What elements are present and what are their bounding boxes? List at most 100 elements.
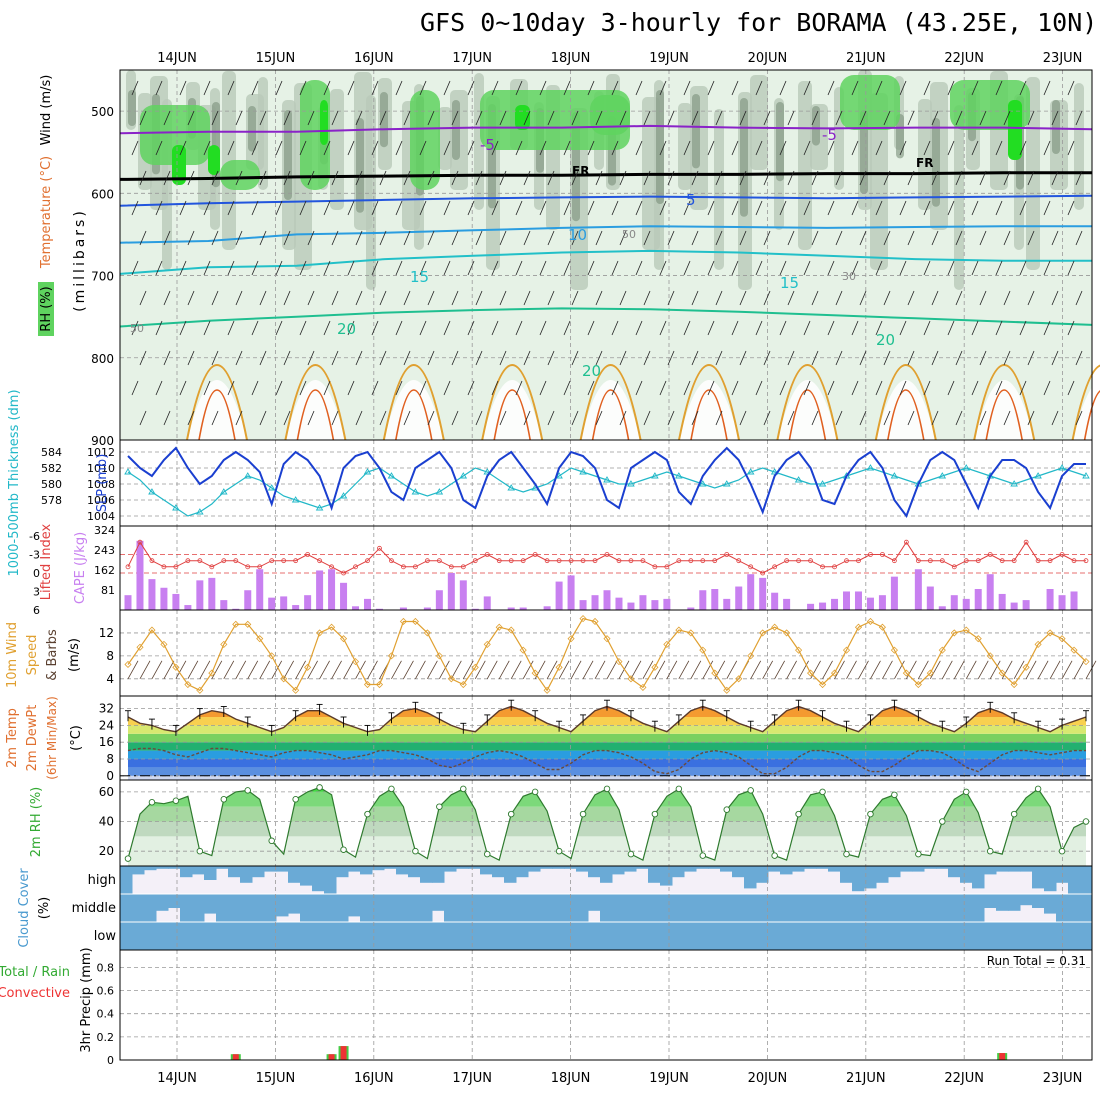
wind-barb: [715, 170, 723, 186]
thickness-line: [127, 467, 1087, 517]
wind-barb: [787, 170, 795, 186]
cloud-bar: [144, 866, 157, 871]
cloud-bar: [168, 866, 181, 869]
cloud-level-label: high: [88, 873, 116, 888]
wind-barb: [827, 200, 835, 216]
rh-point: [1034, 785, 1042, 793]
wind-barb: [539, 200, 547, 216]
cloud-bar: [1020, 894, 1033, 906]
wind-tick-label: 4: [106, 672, 114, 686]
wind-speed-point: [986, 652, 994, 660]
wind-barb: [683, 80, 691, 96]
wind-barb: [347, 320, 355, 336]
wind-barb: [523, 290, 531, 306]
wind-speed-point: [615, 658, 623, 666]
cloud-bar: [1032, 866, 1045, 889]
cloud-bar: [624, 922, 637, 950]
cape-tick-label: 243: [94, 544, 115, 557]
lifted-index-point: [221, 558, 227, 564]
wind-barb: [1003, 230, 1011, 246]
cloud-bar: [840, 922, 853, 950]
cloud-bar: [240, 894, 253, 922]
wind-barb: [899, 320, 907, 336]
cloud-bar: [468, 866, 481, 869]
rh-point: [1010, 810, 1018, 818]
wind-barb: [419, 200, 427, 216]
wind-barb: [379, 290, 387, 306]
wind-barb-10m: [678, 660, 690, 679]
rh-point: [244, 787, 251, 794]
cloud-level-label: low: [94, 929, 117, 944]
cloud-bar: [1020, 866, 1033, 872]
wind-barb: [211, 350, 219, 366]
rh-point: [627, 850, 635, 858]
wind-barb-10m: [271, 660, 283, 679]
cloud-bar: [648, 922, 661, 950]
wind-barb: [659, 320, 667, 336]
wind-speed-point: [148, 626, 156, 634]
wind-barb: [667, 170, 675, 186]
wind-barb: [643, 350, 651, 366]
rh-point: [651, 810, 659, 818]
wind-barb: [355, 170, 363, 186]
wind-axis-label: Wind (m/s): [39, 75, 54, 146]
wind-barb: [595, 350, 603, 366]
wind-barb: [403, 290, 411, 306]
wind-barb: [443, 320, 451, 336]
thickness-tick-label: 584: [41, 446, 62, 459]
cape-bar: [651, 600, 659, 610]
wind-barb: [203, 200, 211, 216]
wind-barb: [307, 290, 315, 306]
thickness-point: [220, 488, 228, 495]
wind-barb: [955, 350, 963, 366]
date-label-bottom: 14JUN: [157, 1071, 197, 1086]
wind-tick-label: 8: [106, 649, 114, 663]
slp-tick-label: 1008: [87, 478, 115, 491]
wind-barb: [1019, 80, 1027, 96]
cloud-bar: [888, 894, 901, 922]
wind-speed-point: [124, 660, 132, 669]
wind-barb: [395, 320, 403, 336]
wind-barb: [131, 380, 139, 396]
wind-barb: [379, 410, 387, 426]
lifted-index-point: [628, 558, 634, 564]
isotherm-25: [678, 364, 740, 441]
rh-legend-swatch: [38, 282, 54, 336]
wind-barb: [971, 260, 979, 276]
isotherm-30: [788, 389, 827, 441]
wind-barb: [755, 140, 763, 156]
lifted-index-point: [784, 558, 790, 564]
rh-point: [555, 847, 563, 855]
cloud-bar: [984, 894, 997, 908]
wind-barb-10m: [846, 660, 857, 679]
wind-speed-point: [411, 617, 419, 626]
lifted-index-point: [1023, 539, 1029, 545]
thickness-point: [459, 472, 468, 479]
wind-barb: [203, 380, 211, 396]
wind-barb: [1075, 290, 1083, 306]
wind-barb: [659, 260, 667, 276]
wind-barb: [539, 380, 547, 396]
lifted-index-point: [197, 558, 203, 564]
cloud-bar: [612, 894, 625, 922]
wind-barb: [595, 110, 603, 126]
rh-bright-blob: [320, 100, 328, 145]
wind-barb: [451, 410, 459, 426]
wind-barb: [259, 230, 267, 246]
cape-bar: [1058, 595, 1066, 610]
wind-barb: [739, 170, 747, 186]
cape-bar: [136, 540, 144, 610]
wind-barb: [835, 230, 843, 246]
lifted-index-point: [544, 558, 550, 564]
contour-label-10: 10: [568, 226, 587, 244]
rh-column-dark: [380, 92, 388, 148]
cloud-bar: [216, 866, 229, 869]
wind-barb: [995, 140, 1003, 156]
cloud-bar: [624, 894, 637, 922]
wind-barb: [947, 200, 955, 216]
rh-point: [747, 787, 754, 794]
lifted-index-point: [1035, 558, 1041, 564]
cape-bar: [435, 590, 443, 610]
wind-barb-10m: [343, 660, 354, 679]
wind-barb: [467, 80, 475, 96]
